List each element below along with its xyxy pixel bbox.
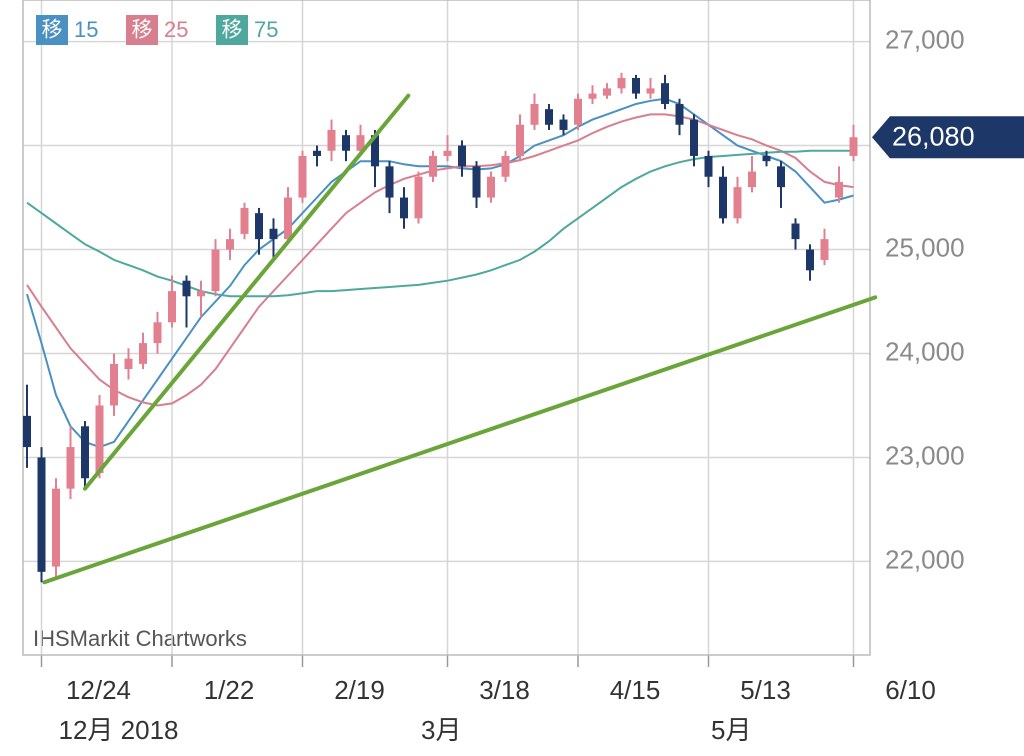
candle-body bbox=[385, 166, 394, 198]
candle-body bbox=[168, 291, 176, 323]
candle-body bbox=[153, 322, 162, 344]
y-tick-label: 22,000 bbox=[885, 544, 965, 574]
candle-body bbox=[762, 155, 771, 162]
candle-body bbox=[269, 228, 278, 240]
y-tick-label: 27,000 bbox=[885, 24, 965, 54]
candle-body bbox=[197, 291, 205, 297]
legend-prefix: 移 bbox=[42, 19, 63, 42]
candle-body bbox=[356, 135, 365, 151]
trend-line bbox=[42, 295, 878, 585]
y-tick-label: 23,000 bbox=[885, 440, 965, 470]
legend-label: 25 bbox=[164, 17, 188, 42]
candle-body bbox=[313, 150, 321, 156]
moving-average-line bbox=[26, 113, 854, 407]
moving-average-line bbox=[26, 149, 854, 298]
candle-body bbox=[52, 488, 60, 567]
candle-body bbox=[748, 171, 756, 188]
candle-body bbox=[371, 135, 379, 167]
candle-body bbox=[443, 150, 452, 156]
candle-body bbox=[226, 239, 234, 250]
plot-frame bbox=[22, 0, 871, 656]
x-tick-label: 12/24 bbox=[66, 675, 131, 705]
candle-body bbox=[95, 405, 104, 474]
x-tick-label: 1/22 bbox=[204, 675, 255, 705]
candle-body bbox=[791, 223, 800, 240]
candle-body bbox=[255, 213, 263, 240]
candle-body bbox=[617, 77, 626, 89]
trend-line bbox=[83, 93, 411, 491]
legend-swatch bbox=[216, 15, 248, 45]
candle-body bbox=[690, 119, 698, 156]
candle-body bbox=[298, 155, 307, 198]
candle-body bbox=[23, 415, 31, 448]
candle-body bbox=[342, 135, 350, 151]
candle-body bbox=[37, 457, 46, 572]
candle-body bbox=[632, 77, 640, 94]
candle-body bbox=[66, 447, 75, 489]
candle-body bbox=[704, 155, 713, 177]
candle-body bbox=[559, 119, 568, 130]
candle-body bbox=[139, 343, 147, 364]
month-label: 12月 2018 bbox=[59, 715, 179, 745]
candle-body bbox=[545, 109, 553, 125]
month-label: 3月 bbox=[421, 715, 461, 745]
candle-body bbox=[849, 137, 858, 156]
x-tick-label: 6/10 bbox=[885, 675, 936, 705]
y-tick-label: 25,000 bbox=[885, 232, 965, 262]
y-tick-label: 24,000 bbox=[885, 336, 965, 366]
x-tick-label: 2/19 bbox=[334, 675, 385, 705]
candle-body bbox=[733, 187, 742, 219]
candle-body bbox=[806, 249, 814, 271]
candle-body bbox=[516, 124, 524, 156]
candle-body bbox=[182, 280, 191, 297]
last-price-marker bbox=[872, 116, 1024, 159]
candle-body bbox=[835, 181, 843, 198]
candle-body bbox=[646, 88, 655, 94]
candle-body bbox=[487, 176, 495, 198]
candle-body bbox=[588, 93, 597, 99]
candle-body bbox=[211, 249, 220, 292]
candle-body bbox=[719, 176, 727, 219]
month-label: 5月 bbox=[711, 715, 751, 745]
watermark: IHSMarkit Chartworks bbox=[33, 626, 247, 651]
candle-body bbox=[777, 166, 785, 188]
candle-body bbox=[472, 166, 481, 198]
candle-body bbox=[81, 426, 89, 479]
x-tick-label: 3/18 bbox=[479, 675, 530, 705]
candle-body bbox=[110, 363, 118, 406]
legend-prefix: 移 bbox=[222, 19, 243, 42]
candle-body bbox=[284, 197, 292, 240]
candle-body bbox=[530, 103, 539, 125]
candle-body bbox=[124, 358, 133, 370]
candle-body bbox=[414, 176, 423, 219]
legend-label: 75 bbox=[254, 17, 278, 42]
candle-body bbox=[661, 83, 669, 104]
candle-body bbox=[429, 155, 437, 177]
candle-body bbox=[820, 239, 829, 260]
x-tick-label: 5/13 bbox=[740, 675, 791, 705]
legend-label: 15 bbox=[74, 17, 98, 42]
candle-body bbox=[458, 145, 466, 167]
candle-body bbox=[675, 103, 684, 125]
last-price-label: 26,080 bbox=[892, 121, 975, 151]
candle-body bbox=[501, 155, 510, 177]
candle-body bbox=[327, 129, 336, 151]
moving-average-line bbox=[26, 97, 854, 449]
legend-swatch bbox=[36, 15, 68, 45]
candle-body bbox=[574, 98, 582, 125]
x-tick-label: 4/15 bbox=[610, 675, 661, 705]
candle-body bbox=[240, 207, 249, 234]
candle-body bbox=[400, 197, 408, 219]
legend-swatch bbox=[126, 15, 158, 45]
candle-body bbox=[603, 88, 611, 96]
legend-prefix: 移 bbox=[132, 19, 153, 42]
